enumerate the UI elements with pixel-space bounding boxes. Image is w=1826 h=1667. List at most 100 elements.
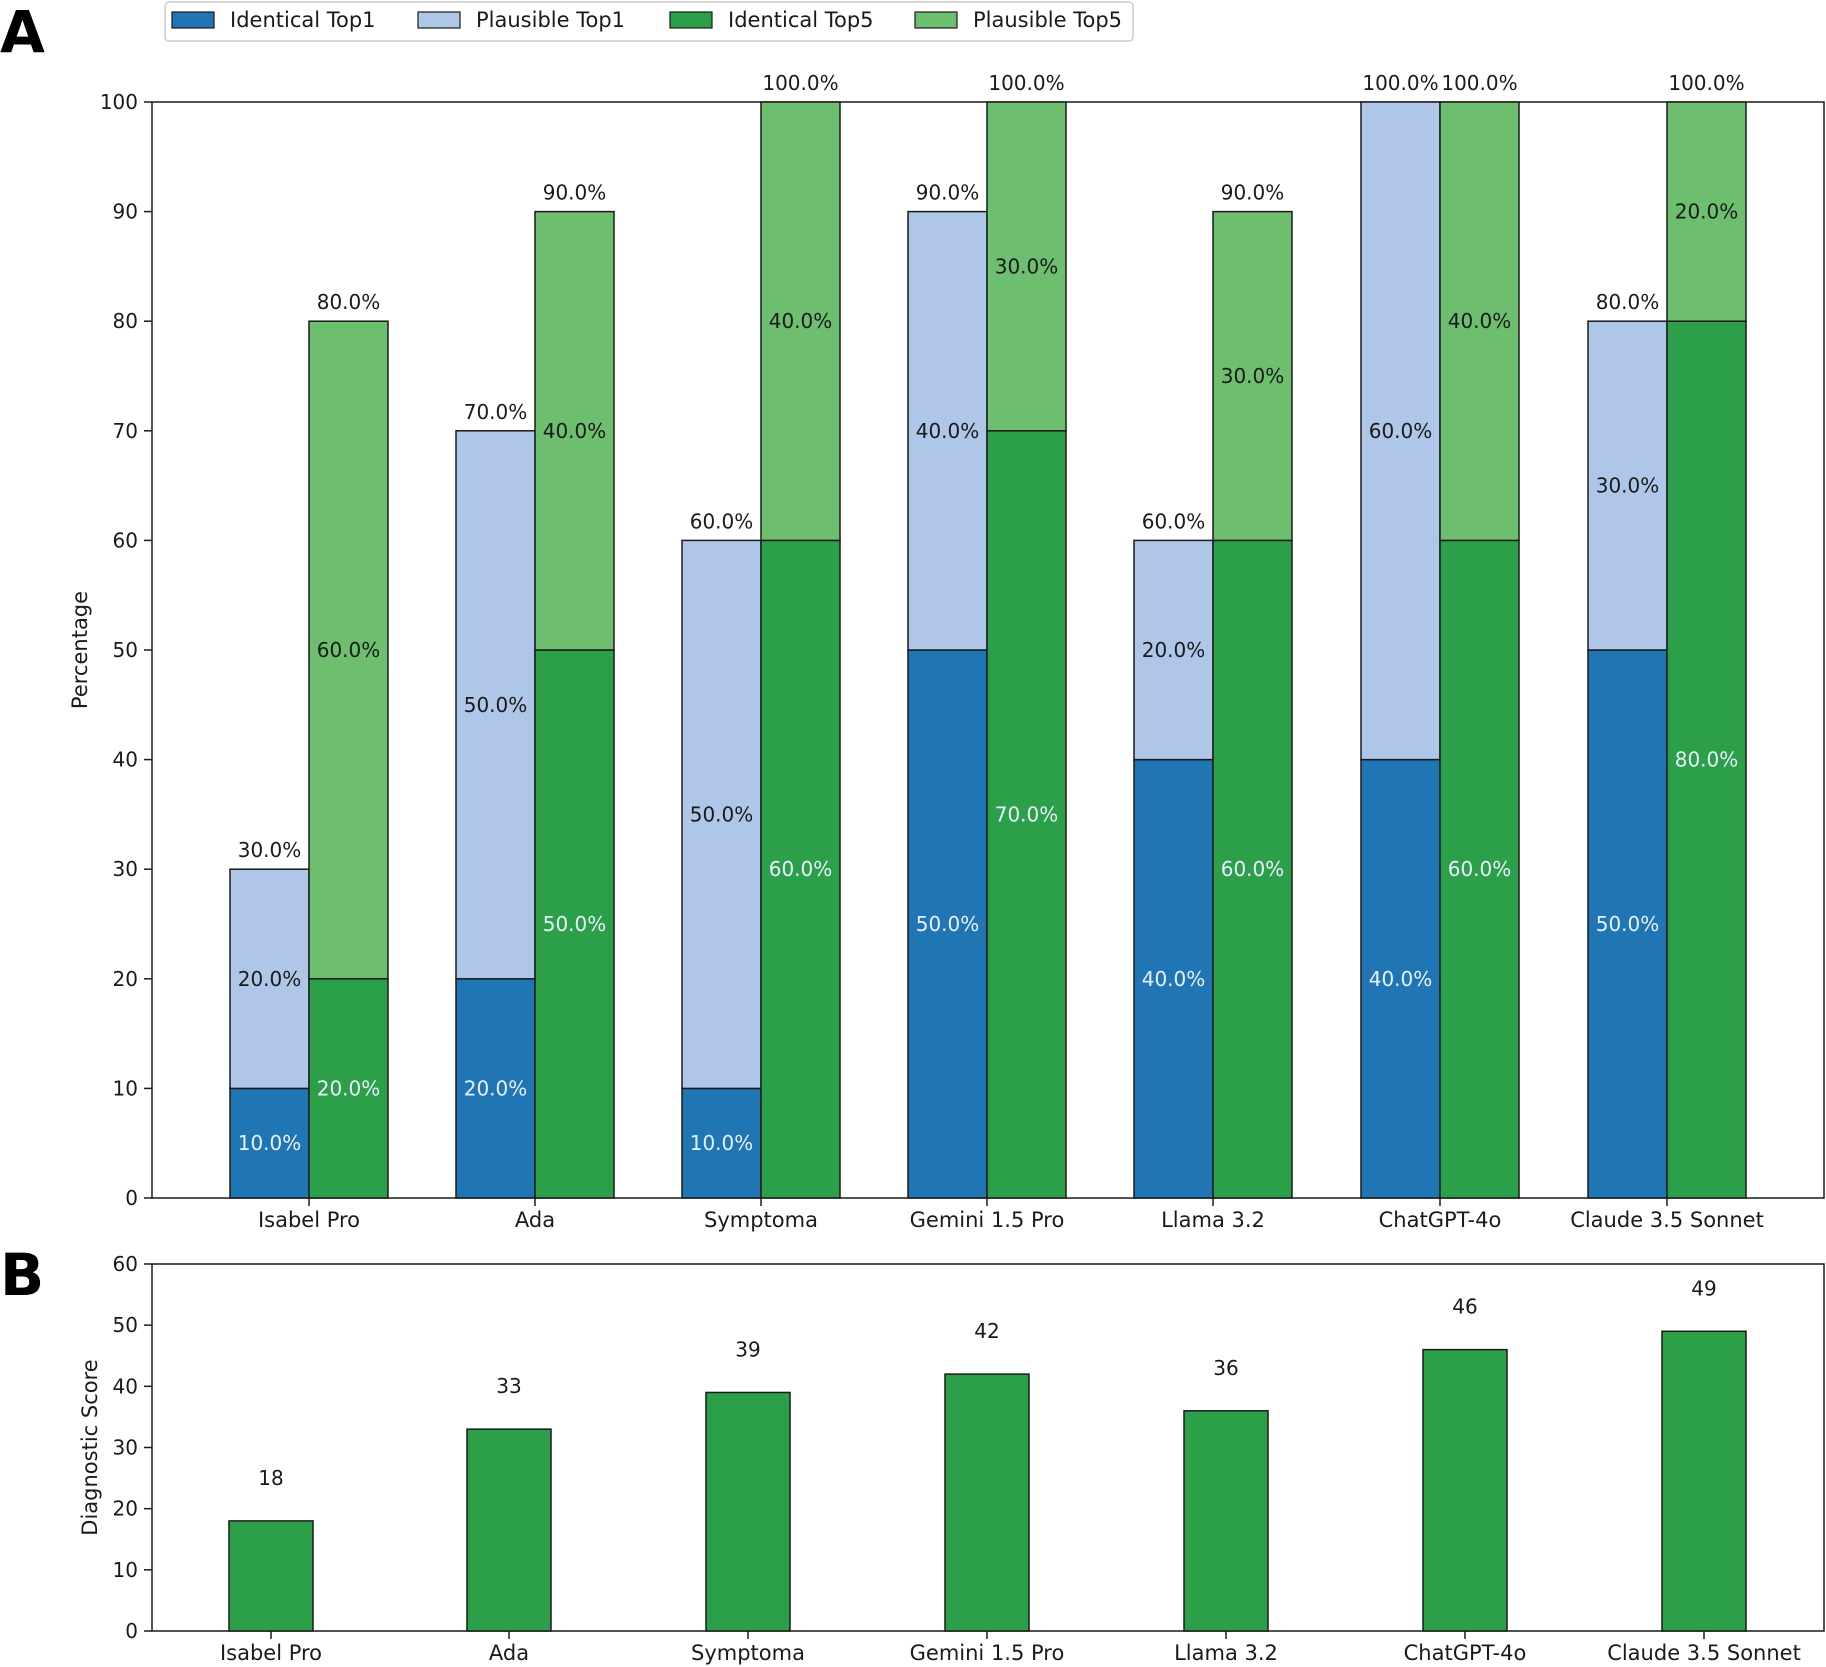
y-tick-label: 50: [113, 1313, 138, 1337]
bar-segment: [534, 210, 615, 651]
y-tick-label: 10: [113, 1558, 138, 1582]
bar-segment: [308, 320, 389, 980]
y-tick-label: 0: [125, 1619, 138, 1643]
y-tick-label: 40: [113, 748, 138, 772]
bar-segment: [907, 210, 988, 651]
bar-total-label: 90.0%: [1221, 181, 1285, 205]
y-tick-label: 0: [125, 1186, 138, 1210]
panel-a-letter: A: [0, 0, 45, 66]
legend-swatch-3: [914, 11, 958, 29]
y-tick-label: 20: [113, 967, 138, 991]
bar-segment-label: 10.0%: [690, 1131, 754, 1155]
bar-segment: [1439, 539, 1520, 1199]
score-value-label: 46: [1452, 1295, 1477, 1319]
x-tick-label: Isabel Pro: [258, 1208, 360, 1232]
x-tick-label: Gemini 1.5 Pro: [910, 1641, 1065, 1665]
bar-segment-label: 30.0%: [1221, 364, 1285, 388]
score-bar: [1183, 1410, 1269, 1632]
bar-segment: [760, 101, 841, 542]
score-bar: [1661, 1330, 1747, 1632]
bar-segment-label: 40.0%: [769, 309, 833, 333]
legend-frame: [164, 1, 1134, 42]
bar-segment-label: 20.0%: [1675, 200, 1739, 224]
x-tick-label: Gemini 1.5 Pro: [910, 1208, 1065, 1232]
score-value-label: 18: [258, 1466, 283, 1490]
legend: Identical Top1 Plausible Top1 Identical To…: [164, 1, 1134, 42]
legend-swatch-1: [417, 11, 461, 29]
legend-label: Plausible Top1: [476, 8, 625, 32]
bar-total-label: 100.0%: [1668, 71, 1744, 95]
score-value-label: 39: [735, 1337, 760, 1361]
bar-segment: [681, 539, 762, 1090]
bar-segment: [1212, 539, 1293, 1199]
x-tick-label: Isabel Pro: [220, 1641, 322, 1665]
y-axis-label: Percentage: [68, 591, 92, 709]
bar-segment: [1587, 320, 1668, 651]
bar-segment-label: 30.0%: [1596, 474, 1660, 498]
bar-segment: [455, 978, 536, 1199]
bar-total-label: 60.0%: [1142, 509, 1206, 533]
bar-segment: [907, 649, 988, 1199]
score-bar: [944, 1373, 1030, 1632]
stacked-bar-chart-a: 0 10 20 30 40 50 60 70 80 90 100 Percentage Isabel P…: [68, 71, 1825, 1232]
x-tick-label: Ada: [489, 1641, 529, 1665]
bar-total-label: 70.0%: [464, 400, 528, 424]
bar-segment-label: 40.0%: [1448, 309, 1512, 333]
bar-segment: [1666, 320, 1747, 1199]
bar-segment: [1439, 101, 1520, 542]
x-tick-label: Claude 3.5 Sonnet: [1570, 1208, 1764, 1232]
bar-segment: [681, 1087, 762, 1199]
bar-segment-label: 40.0%: [1369, 967, 1433, 991]
score-bar: [1422, 1348, 1508, 1632]
y-tick-label: 60: [113, 1252, 138, 1276]
bar-segment-label: 50.0%: [916, 912, 980, 936]
bar-segment: [1133, 539, 1214, 761]
bar-segment-label: 50.0%: [543, 912, 607, 936]
bar-total-label: 80.0%: [317, 290, 381, 314]
bar-segment-label: 70.0%: [995, 802, 1059, 826]
y-tick-label: 20: [113, 1497, 138, 1521]
legend-swatch-2: [669, 11, 713, 29]
x-tick-label: Llama 3.2: [1161, 1208, 1265, 1232]
bar-segment-label: 60.0%: [1369, 419, 1433, 443]
bar-segment: [1360, 758, 1441, 1199]
bar-segment-label: 80.0%: [1675, 748, 1739, 772]
x-tick-label: Symptoma: [691, 1641, 805, 1665]
bar-segment-label: 40.0%: [1142, 967, 1206, 991]
bar-total-label: 100.0%: [988, 71, 1064, 95]
score-value-label: 49: [1691, 1276, 1716, 1300]
bar-segment: [760, 539, 841, 1199]
y-tick-label: 40: [113, 1374, 138, 1398]
panel-b-letter: B: [0, 1241, 44, 1309]
legend-label: Identical Top5: [728, 8, 874, 32]
y-tick-label: 60: [113, 528, 138, 552]
bar-total-label: 90.0%: [916, 181, 980, 205]
bar-segment-label: 20.0%: [238, 967, 302, 991]
bar-segment-label: 30.0%: [995, 254, 1059, 278]
bar-total-label: 100.0%: [1362, 71, 1438, 95]
bar-total-label: 60.0%: [690, 509, 754, 533]
bar-segment-label: 50.0%: [690, 802, 754, 826]
bar-segment-label: 60.0%: [1221, 857, 1285, 881]
y-tick-label: 70: [113, 419, 138, 443]
x-tick-label: Symptoma: [704, 1208, 818, 1232]
bar-segment: [455, 430, 536, 980]
bar-total-label: 100.0%: [1441, 71, 1517, 95]
x-tick-label: ChatGPT-4o: [1379, 1208, 1502, 1232]
bar-total-label: 80.0%: [1596, 290, 1660, 314]
diagnostic-score-chart-b: 0 10 20 30 40 50 60 Diagnostic Score 18 Isabel Pr…: [78, 1252, 1825, 1665]
legend-label: Plausible Top5: [973, 8, 1122, 32]
bar-segment-label: 10.0%: [238, 1131, 302, 1155]
legend-swatch-0: [171, 11, 215, 29]
bar-total-label: 90.0%: [543, 181, 607, 205]
y-tick-label: 80: [113, 309, 138, 333]
bar-segment-label: 20.0%: [1142, 638, 1206, 662]
bar-segment: [534, 649, 615, 1199]
score-bar: [228, 1520, 314, 1632]
bar-segment: [1587, 649, 1668, 1199]
y-tick-label: 30: [113, 857, 138, 881]
score-value-label: 42: [974, 1319, 999, 1343]
bar-segment-label: 40.0%: [543, 419, 607, 443]
bar-segment: [229, 868, 310, 1090]
